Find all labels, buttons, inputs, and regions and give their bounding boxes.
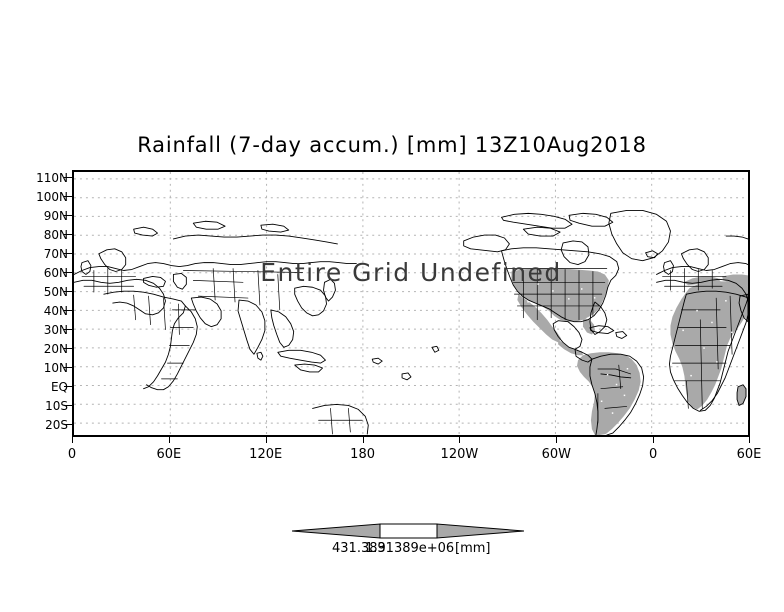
- y-tick-label: 50N: [43, 285, 68, 299]
- world-map: [74, 172, 748, 435]
- colorbar-min-label: 431.389: [332, 541, 386, 556]
- map-plot-area[interactable]: [72, 170, 750, 437]
- y-tick-label: 40N: [43, 304, 68, 318]
- x-tick-label: 60E: [736, 447, 762, 462]
- x-tick-label: 60E: [156, 447, 182, 462]
- colorbar-labels: 431.389 1.31389e+06 [mm]: [0, 541, 784, 561]
- colorbar-units-label: [mm]: [455, 541, 491, 556]
- y-tick-label: 100N: [36, 190, 68, 204]
- y-tick-label: EQ: [50, 380, 68, 394]
- y-tick-label: 30N: [43, 323, 68, 337]
- x-tick-label: 180: [350, 447, 375, 462]
- x-tick-label: 60W: [541, 447, 571, 462]
- x-axis-labels: 0 60E 120E 180 120W 60W 0 60E: [68, 447, 762, 465]
- y-tick-label: 10S: [45, 399, 68, 413]
- coastlines: [74, 209, 748, 435]
- x-tick-label: 120E: [249, 447, 283, 462]
- y-tick-label: 20S: [45, 418, 68, 432]
- colorbar[interactable]: [292, 519, 524, 543]
- y-tick-label: 20N: [43, 342, 68, 356]
- y-tick-label: 60N: [43, 266, 68, 280]
- colorbar-mid-box: [379, 523, 438, 539]
- y-tick-label: 70N: [43, 247, 68, 261]
- colorbar-max-label: 1.31389e+06: [365, 541, 455, 556]
- colorbar-high-arrow: [436, 523, 524, 539]
- x-tick-label: 0: [67, 447, 77, 462]
- colorbar-graphic: [292, 523, 524, 539]
- y-axis-labels: 110N 100N 90N 80N 70N 60N 50N 40N 30N 20…: [10, 170, 68, 437]
- y-tick-label: 10N: [43, 361, 68, 375]
- colorbar-low-arrow: [292, 523, 381, 539]
- y-tick-label: 110N: [36, 171, 68, 185]
- y-tick-label: 80N: [43, 228, 68, 242]
- y-tick-label: 90N: [43, 209, 68, 223]
- x-tick-label: 120W: [440, 447, 479, 462]
- x-tick-label: 0: [648, 447, 658, 462]
- data-speckle: [527, 283, 733, 414]
- page-title: Rainfall (7-day accum.) [mm] 13Z10Aug201…: [137, 133, 647, 157]
- shaded-land-regions: [511, 268, 748, 435]
